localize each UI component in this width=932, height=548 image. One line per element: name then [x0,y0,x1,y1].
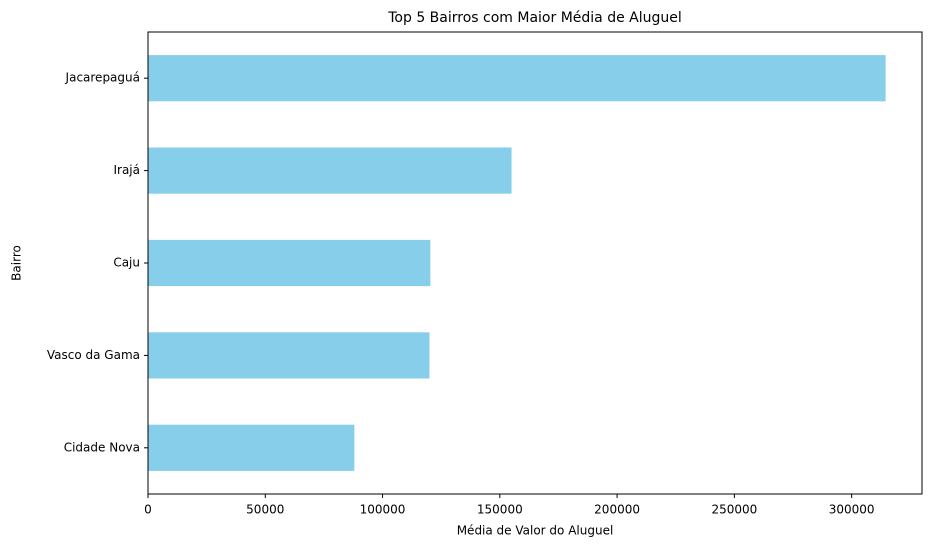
x-tick-label: 50000 [246,503,284,517]
plot-frame [147,31,923,495]
x-tick-label: 250000 [711,503,757,517]
bar [148,424,355,471]
x-tick-label: 300000 [829,503,875,517]
x-tick-label: 0 [144,503,152,517]
y-tick-label: Cidade Nova [64,440,140,454]
y-tick-label: Irajá [113,163,140,177]
y-tick-label: Vasco da Gama [47,348,140,362]
x-tick-label: 200000 [594,503,640,517]
y-tick-label: Caju [113,256,140,270]
bar [148,239,431,287]
x-tick-label: 100000 [360,503,406,517]
y-tick-label: Jacarepaguá [65,71,140,85]
y-axis-label: Bairro [10,245,24,281]
bar [148,332,430,379]
bar [148,55,886,102]
x-tick-label: 150000 [477,503,523,517]
x-axis-label: Média de Valor do Aluguel [457,524,614,538]
bar [148,147,512,194]
chart-title: Top 5 Bairros com Maior Média de Aluguel [387,10,682,26]
